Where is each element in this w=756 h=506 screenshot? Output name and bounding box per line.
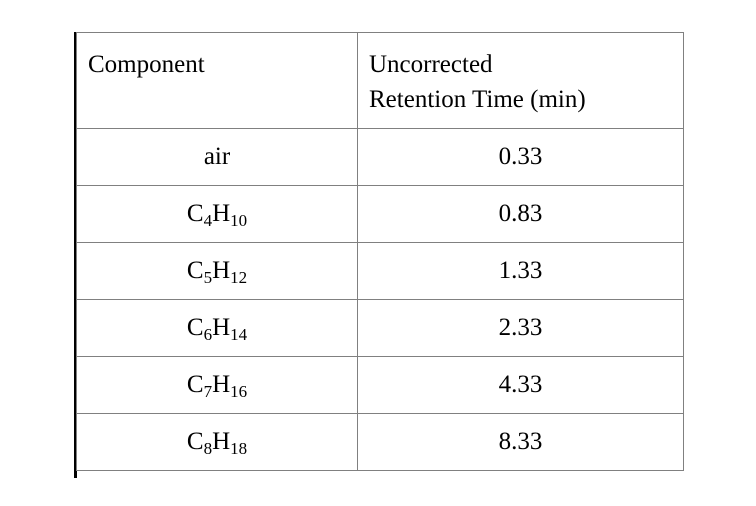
formula-base-2: H (212, 257, 231, 284)
component-cell: C5H12 (76, 242, 358, 300)
component-cell: C8H18 (76, 413, 358, 471)
formula-base-1: C (186, 428, 204, 455)
retention-time-cell: 2.33 (357, 299, 684, 357)
retention-time-value: 0.33 (498, 143, 543, 170)
header-line-1: Uncorrected (369, 51, 493, 78)
retention-time-value: 8.33 (498, 428, 543, 455)
retention-time-table: Component Uncorrected Retention Time (mi… (76, 32, 684, 471)
formula-base-2: H (212, 371, 231, 398)
formula-base-1: C (186, 200, 204, 227)
formula-subscript-2: 16 (230, 382, 248, 401)
column-header-retention-time: Uncorrected Retention Time (min) (357, 32, 684, 129)
formula-subscript-2: 10 (230, 211, 248, 230)
formula-subscript-1: 5 (203, 268, 213, 287)
table-row: C4H10 0.83 (76, 185, 684, 243)
retention-time-cell: 4.33 (357, 356, 684, 414)
component-cell: C6H14 (76, 299, 358, 357)
formula-subscript-1: 8 (203, 439, 213, 458)
component-cell: air (76, 128, 358, 186)
header-line-2: Retention Time (min) (369, 86, 586, 113)
table-row: air 0.33 (76, 128, 684, 186)
retention-time-cell: 1.33 (357, 242, 684, 300)
table-row: C7H16 4.33 (76, 356, 684, 414)
formula-subscript-2: 12 (230, 268, 248, 287)
component-cell: C7H16 (76, 356, 358, 414)
table-row: C8H18 8.33 (76, 413, 684, 471)
retention-time-value: 1.33 (498, 257, 543, 284)
formula-base-2: H (212, 200, 231, 227)
formula-subscript-2: 18 (230, 439, 248, 458)
formula-base-1: air (203, 143, 231, 170)
formula-subscript-2: 14 (230, 325, 248, 344)
component-cell: C4H10 (76, 185, 358, 243)
formula-base-2: H (212, 314, 231, 341)
retention-time-cell: 0.33 (357, 128, 684, 186)
retention-time-cell: 8.33 (357, 413, 684, 471)
retention-time-value: 2.33 (498, 314, 543, 341)
formula-base-1: C (186, 371, 204, 398)
left-vertical-rule (74, 32, 77, 478)
formula-subscript-1: 7 (203, 382, 213, 401)
formula-subscript-1: 4 (203, 211, 213, 230)
formula-subscript-1: 6 (203, 325, 213, 344)
formula-base-2: H (212, 428, 231, 455)
retention-time-cell: 0.83 (357, 185, 684, 243)
table-row: C6H14 2.33 (76, 299, 684, 357)
table-row: C5H12 1.33 (76, 242, 684, 300)
retention-time-value: 4.33 (498, 371, 543, 398)
column-header-component: Component (76, 32, 358, 129)
formula-base-1: C (186, 314, 204, 341)
retention-time-value: 0.83 (498, 200, 543, 227)
formula-base-1: C (186, 257, 204, 284)
header-row: Component Uncorrected Retention Time (mi… (76, 32, 684, 129)
